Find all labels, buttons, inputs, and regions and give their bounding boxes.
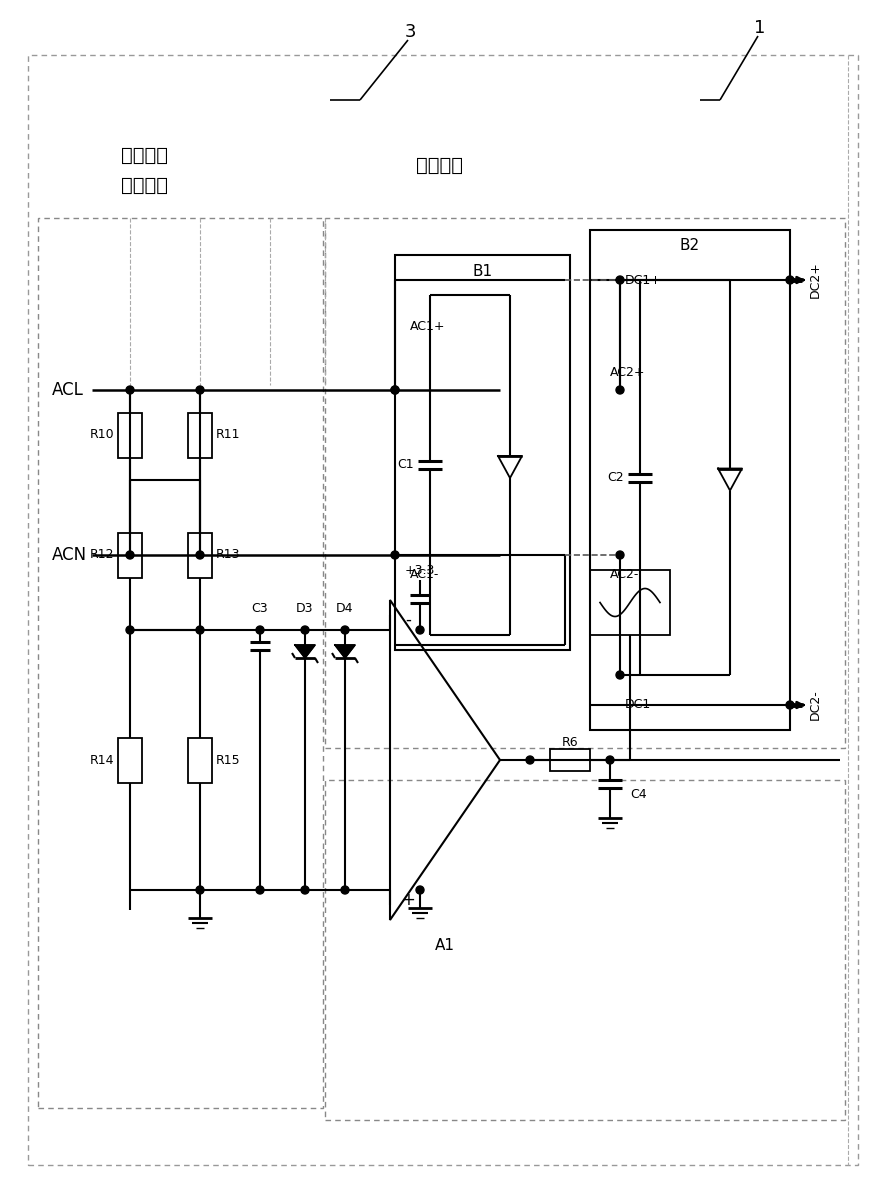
Circle shape [126, 551, 134, 559]
Bar [590, 229, 790, 730]
Text: A1: A1 [435, 937, 455, 952]
Text: +3.3: +3.3 [405, 564, 435, 577]
Bar [188, 533, 212, 578]
Circle shape [786, 702, 794, 709]
Text: R12: R12 [89, 548, 114, 561]
Text: B1: B1 [473, 264, 493, 278]
Text: DC1+: DC1+ [625, 273, 662, 287]
Polygon shape [335, 644, 355, 658]
Circle shape [616, 276, 624, 284]
Circle shape [391, 551, 399, 559]
Text: ACN: ACN [52, 546, 87, 564]
Text: R11: R11 [216, 428, 240, 441]
Text: AC1-: AC1- [410, 568, 439, 581]
Bar [325, 218, 845, 748]
Text: +: + [401, 891, 415, 910]
Text: DC2+: DC2+ [809, 262, 822, 298]
Circle shape [126, 386, 134, 394]
Circle shape [301, 886, 309, 894]
Circle shape [196, 886, 204, 894]
Text: AC1+: AC1+ [410, 321, 446, 333]
Text: B2: B2 [680, 239, 700, 253]
Text: R6: R6 [561, 736, 578, 749]
Circle shape [196, 386, 204, 394]
Circle shape [606, 756, 614, 765]
Circle shape [196, 625, 204, 634]
Circle shape [341, 886, 349, 894]
Text: -: - [405, 611, 411, 629]
Text: 1: 1 [754, 19, 766, 37]
Circle shape [256, 625, 264, 634]
Bar [118, 533, 142, 578]
Text: R15: R15 [216, 754, 240, 767]
Circle shape [126, 625, 134, 634]
Text: D4: D4 [336, 602, 353, 615]
Text: C3: C3 [252, 602, 268, 615]
Text: 整流电路: 整流电路 [417, 156, 464, 175]
Bar [118, 413, 142, 458]
Bar [188, 413, 212, 458]
Text: R10: R10 [89, 428, 114, 441]
Circle shape [616, 551, 624, 559]
Text: R13: R13 [216, 548, 240, 561]
Circle shape [416, 625, 424, 634]
Text: 3: 3 [404, 23, 416, 40]
Bar [395, 254, 570, 650]
Text: C4: C4 [630, 788, 646, 801]
Text: C2: C2 [608, 471, 624, 484]
Text: DC2-: DC2- [809, 690, 822, 721]
Bar [118, 737, 142, 782]
Text: 电压极性: 电压极性 [122, 145, 168, 164]
Circle shape [416, 886, 424, 894]
Text: DC1-: DC1- [625, 698, 656, 711]
Circle shape [196, 551, 204, 559]
Text: C1: C1 [397, 459, 414, 472]
Circle shape [526, 756, 534, 765]
Circle shape [341, 625, 349, 634]
Circle shape [786, 276, 794, 284]
Bar [188, 737, 212, 782]
Bar [38, 218, 323, 1108]
Circle shape [391, 386, 399, 394]
Text: AC2-: AC2- [610, 568, 639, 581]
Circle shape [256, 886, 264, 894]
Text: D3: D3 [296, 602, 314, 615]
Bar [550, 749, 590, 770]
Circle shape [391, 386, 399, 394]
Circle shape [616, 386, 624, 394]
Bar [325, 780, 845, 1120]
Text: R14: R14 [89, 754, 114, 767]
Text: ACL: ACL [52, 380, 84, 400]
Polygon shape [295, 644, 315, 658]
Text: AC2+: AC2+ [610, 365, 645, 378]
Bar [590, 570, 670, 635]
Circle shape [301, 625, 309, 634]
Circle shape [616, 671, 624, 679]
Text: 检测电路: 检测电路 [122, 176, 168, 195]
